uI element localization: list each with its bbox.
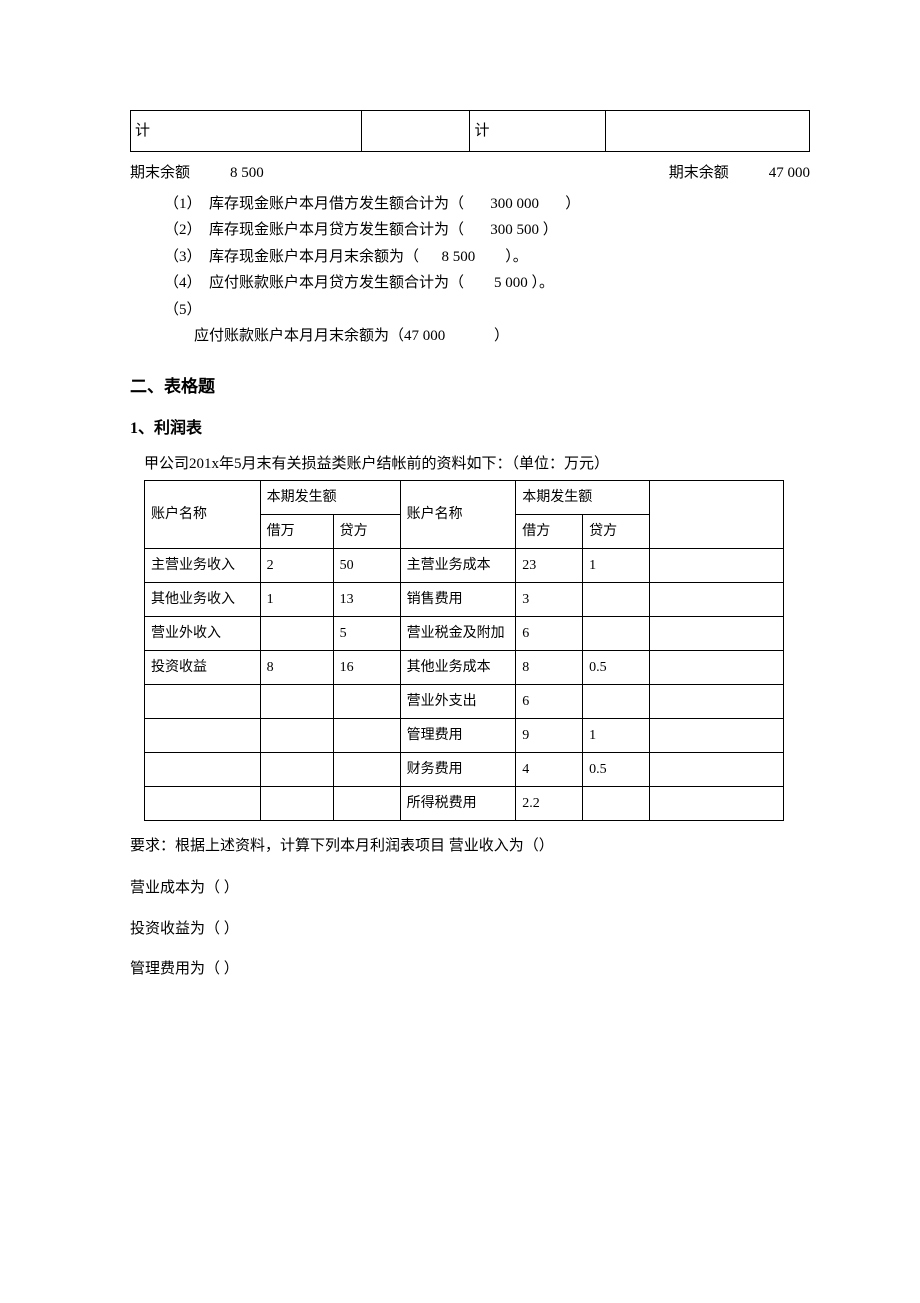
end-left-val: 8 500 bbox=[230, 162, 264, 185]
item-5-text: 应付账款账户本月月末余额为（47 000 ） bbox=[164, 325, 810, 348]
item-4: （4） 应付账款账户本月贷方发生额合计为（ 5 000 ）。 bbox=[164, 272, 810, 295]
table-cell: 营业外支出 bbox=[400, 684, 516, 718]
table-cell: 营业税金及附加 bbox=[400, 616, 516, 650]
table-cell: 0.5 bbox=[583, 752, 650, 786]
sub-credit-l: 贷方 bbox=[333, 514, 400, 548]
table-cell: 1 bbox=[583, 548, 650, 582]
end-right-val: 47 000 bbox=[769, 162, 810, 185]
hdr-amount-right: 本期发生额 bbox=[516, 480, 650, 514]
table-row: 主营业务收入250主营业务成本231 bbox=[145, 548, 784, 582]
requirement-text: 要求：根据上述资料，计算下列本月利润表项目 营业收入为（） bbox=[130, 835, 810, 858]
table-cell: 5 bbox=[333, 616, 400, 650]
table-row: 其他业务收入113销售费用3 bbox=[145, 582, 784, 616]
table-cell bbox=[260, 752, 333, 786]
table-cell: 财务费用 bbox=[400, 752, 516, 786]
table-cell bbox=[145, 786, 261, 820]
table-cell: 2.2 bbox=[516, 786, 583, 820]
sub-credit-r: 贷方 bbox=[583, 514, 650, 548]
table-cell bbox=[583, 786, 650, 820]
end-right-label: 期末余额 bbox=[669, 162, 729, 185]
table-header-row: 账户名称 本期发生额 账户名称 本期发生额 bbox=[145, 480, 784, 514]
table-cell bbox=[650, 684, 784, 718]
table-cell bbox=[145, 718, 261, 752]
table-cell bbox=[650, 752, 784, 786]
table-cell: 主营业务收入 bbox=[145, 548, 261, 582]
sub-debit-r: 借方 bbox=[516, 514, 583, 548]
item-5-num: （5） bbox=[164, 299, 810, 322]
table-cell: 50 bbox=[333, 548, 400, 582]
table-cell: 1 bbox=[260, 582, 333, 616]
table-cell: 8 bbox=[516, 650, 583, 684]
blank-line-3: 管理费用为（ ） bbox=[130, 958, 810, 981]
table-cell: 其他业务收入 bbox=[145, 582, 261, 616]
subsection-1-heading: 1、利润表 bbox=[130, 417, 810, 441]
table-cell: 2 bbox=[260, 548, 333, 582]
table-cell bbox=[583, 684, 650, 718]
top-left-cell: 计 bbox=[131, 111, 362, 152]
table-cell bbox=[260, 718, 333, 752]
table-cell bbox=[333, 684, 400, 718]
blank-line-1: 营业成本为（ ） bbox=[130, 877, 810, 900]
table-cell: 主营业务成本 bbox=[400, 548, 516, 582]
table-cell: 0.5 bbox=[583, 650, 650, 684]
top-left-val bbox=[361, 111, 470, 152]
hdr-account-right: 账户名称 bbox=[400, 480, 516, 548]
table-cell: 16 bbox=[333, 650, 400, 684]
table-cell bbox=[260, 684, 333, 718]
table-cell: 管理费用 bbox=[400, 718, 516, 752]
table-cell bbox=[650, 650, 784, 684]
table-row: 财务费用40.5 bbox=[145, 752, 784, 786]
profit-loss-table: 账户名称 本期发生额 账户名称 本期发生额 借万 贷方 借方 贷方 主营业务收入… bbox=[144, 480, 784, 821]
table-cell bbox=[583, 616, 650, 650]
hdr-account-left: 账户名称 bbox=[145, 480, 261, 548]
table-cell bbox=[260, 616, 333, 650]
table-cell bbox=[650, 616, 784, 650]
table-cell: 所得税费用 bbox=[400, 786, 516, 820]
table-row: 所得税费用2.2 bbox=[145, 786, 784, 820]
sub-debit-l: 借万 bbox=[260, 514, 333, 548]
end-balance-row: 期末余额 8 500 期末余额 47 000 bbox=[130, 162, 810, 185]
table-row: 营业外收入 5营业税金及附加6 bbox=[145, 616, 784, 650]
table-cell: 13 bbox=[333, 582, 400, 616]
table-cell bbox=[145, 684, 261, 718]
section-2-heading: 二、表格题 bbox=[130, 374, 810, 400]
table-cell bbox=[333, 752, 400, 786]
table-cell: 9 bbox=[516, 718, 583, 752]
top-right-cell: 计 bbox=[470, 111, 606, 152]
table-cell: 销售费用 bbox=[400, 582, 516, 616]
table-cell: 6 bbox=[516, 616, 583, 650]
hdr-blank bbox=[650, 480, 784, 548]
table-row: 管理费用91 bbox=[145, 718, 784, 752]
table-cell bbox=[650, 582, 784, 616]
table-cell: 其他业务成本 bbox=[400, 650, 516, 684]
table-row: 投资收益816其他业务成本80.5 bbox=[145, 650, 784, 684]
table-cell bbox=[260, 786, 333, 820]
table-cell bbox=[583, 582, 650, 616]
item-3: （3） 库存现金账户本月月末余额为（ 8 500 ）。 bbox=[164, 246, 810, 269]
table-cell bbox=[145, 752, 261, 786]
table-cell bbox=[333, 786, 400, 820]
table-cell: 6 bbox=[516, 684, 583, 718]
table-cell bbox=[650, 786, 784, 820]
top-split-table: 计 计 bbox=[130, 110, 810, 152]
table-cell: 4 bbox=[516, 752, 583, 786]
top-right-val bbox=[606, 111, 810, 152]
table-cell: 投资收益 bbox=[145, 650, 261, 684]
table-cell: 1 bbox=[583, 718, 650, 752]
blank-line-2: 投资收益为（ ） bbox=[130, 918, 810, 941]
table-cell bbox=[650, 548, 784, 582]
table-cell bbox=[333, 718, 400, 752]
item-2: （2） 库存现金账户本月贷方发生额合计为（ 300 500 ） bbox=[164, 219, 810, 242]
table-intro: 甲公司201x年5月末有关损益类账户结帐前的资料如下：（单位：万元） bbox=[144, 453, 810, 476]
end-left-label: 期末余额 bbox=[130, 162, 190, 185]
table-cell bbox=[650, 718, 784, 752]
table-cell: 23 bbox=[516, 548, 583, 582]
table-cell: 8 bbox=[260, 650, 333, 684]
table-cell: 营业外收入 bbox=[145, 616, 261, 650]
table-cell: 3 bbox=[516, 582, 583, 616]
fill-in-items: （1） 库存现金账户本月借方发生额合计为（ 300 000 ） （2） 库存现金… bbox=[164, 193, 810, 348]
item-1: （1） 库存现金账户本月借方发生额合计为（ 300 000 ） bbox=[164, 193, 810, 216]
table-row: 营业外支出6 bbox=[145, 684, 784, 718]
hdr-amount-left: 本期发生额 bbox=[260, 480, 400, 514]
